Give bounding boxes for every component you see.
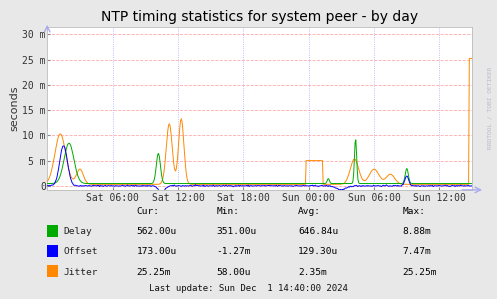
Text: Offset: Offset (63, 248, 97, 257)
Text: 562.00u: 562.00u (137, 227, 177, 236)
Text: 646.84u: 646.84u (298, 227, 338, 236)
Text: RRDTOOL / TOBI OETIKER: RRDTOOL / TOBI OETIKER (487, 66, 492, 149)
Text: 58.00u: 58.00u (216, 268, 250, 277)
Text: Cur:: Cur: (137, 207, 160, 216)
Text: 8.88m: 8.88m (403, 227, 431, 236)
Text: 25.25m: 25.25m (403, 268, 437, 277)
Text: 7.47m: 7.47m (403, 248, 431, 257)
Y-axis label: seconds: seconds (9, 86, 19, 131)
Text: 351.00u: 351.00u (216, 227, 256, 236)
Text: Delay: Delay (63, 227, 92, 236)
Text: Avg:: Avg: (298, 207, 321, 216)
Text: Min:: Min: (216, 207, 239, 216)
Text: Jitter: Jitter (63, 268, 97, 277)
Text: 2.35m: 2.35m (298, 268, 327, 277)
Text: 173.00u: 173.00u (137, 248, 177, 257)
Text: 129.30u: 129.30u (298, 248, 338, 257)
Text: Last update: Sun Dec  1 14:40:00 2024: Last update: Sun Dec 1 14:40:00 2024 (149, 284, 348, 293)
Text: -1.27m: -1.27m (216, 248, 250, 257)
Text: 25.25m: 25.25m (137, 268, 171, 277)
Text: Max:: Max: (403, 207, 425, 216)
Title: NTP timing statistics for system peer - by day: NTP timing statistics for system peer - … (101, 10, 418, 24)
